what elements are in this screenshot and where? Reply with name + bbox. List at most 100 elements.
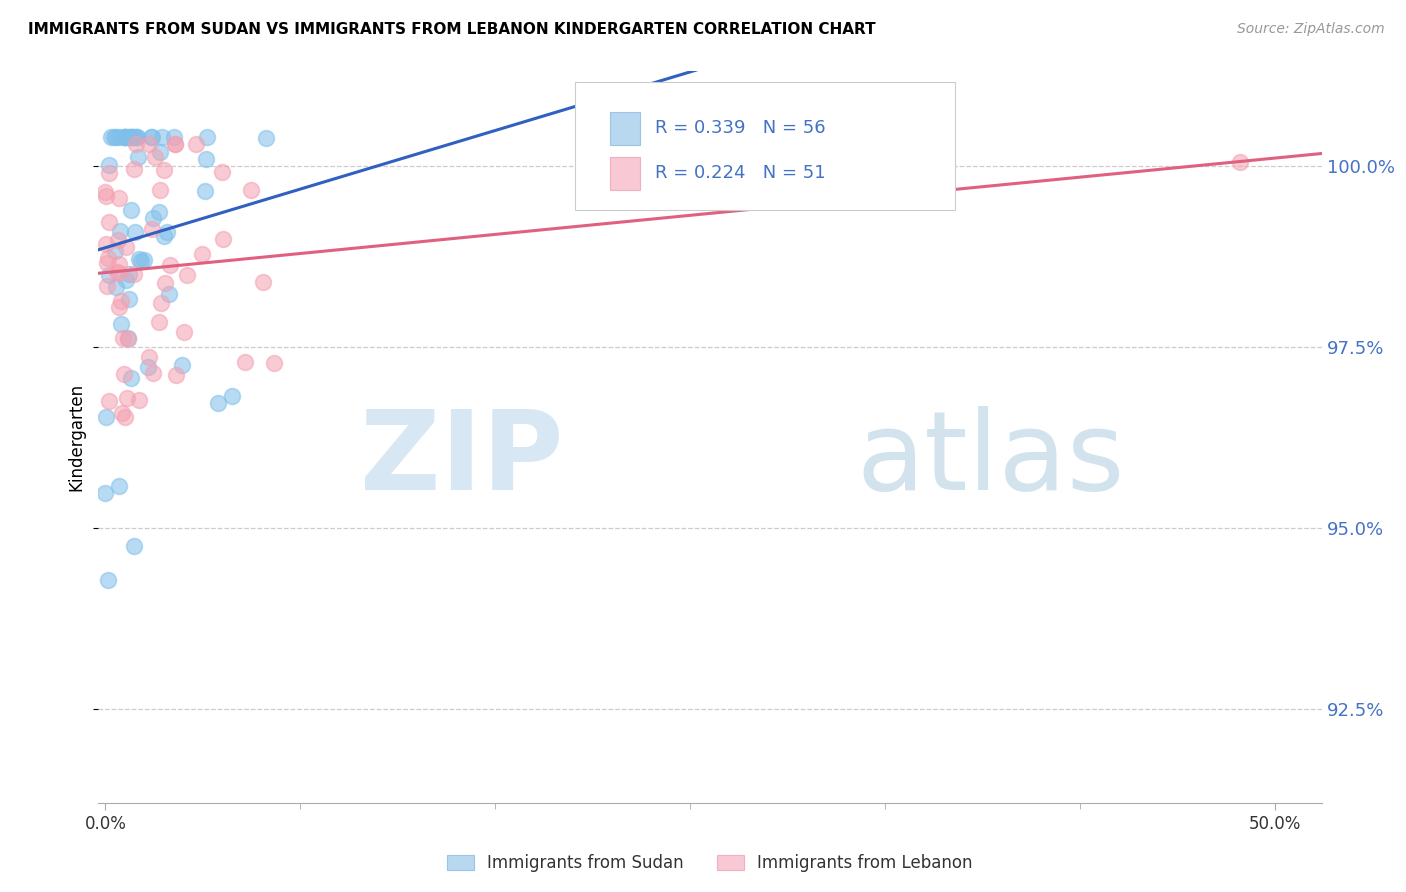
- Point: [120, 370, 142, 384]
- Point: [142, 211, 165, 225]
- Point: [148, 145, 170, 159]
- Point: [124, 225, 146, 239]
- Point: [107, 257, 129, 271]
- Point: [118, 292, 141, 306]
- Point: [186, 136, 208, 151]
- Point: [195, 129, 218, 144]
- Point: [156, 225, 179, 239]
- Point: [148, 315, 170, 329]
- Point: [97, 393, 120, 408]
- Point: [117, 332, 139, 346]
- Point: [111, 406, 134, 420]
- Point: [165, 136, 187, 151]
- FancyBboxPatch shape: [575, 82, 955, 211]
- Point: [221, 388, 243, 402]
- Point: [142, 367, 165, 381]
- Point: [159, 258, 181, 272]
- Point: [173, 325, 195, 339]
- Point: [105, 265, 128, 279]
- Point: [122, 268, 145, 282]
- Point: [108, 129, 131, 144]
- Point: [122, 539, 145, 553]
- Point: [128, 393, 150, 408]
- Point: [112, 331, 135, 345]
- Point: [170, 358, 193, 372]
- Point: [108, 191, 131, 205]
- Text: R = 0.339   N = 56: R = 0.339 N = 56: [655, 119, 825, 137]
- Point: [155, 276, 177, 290]
- Point: [104, 244, 127, 258]
- Point: [132, 253, 155, 268]
- Legend: Immigrants from Sudan, Immigrants from Lebanon: Immigrants from Sudan, Immigrants from L…: [440, 847, 980, 879]
- Point: [163, 129, 186, 144]
- Point: [105, 129, 128, 144]
- Point: [96, 256, 118, 270]
- Point: [125, 136, 148, 151]
- Text: ZIP: ZIP: [360, 406, 564, 513]
- Point: [195, 152, 218, 166]
- Point: [98, 215, 121, 229]
- Point: [128, 252, 150, 266]
- Point: [263, 355, 285, 369]
- Point: [252, 275, 274, 289]
- Point: [97, 268, 120, 283]
- Point: [125, 129, 148, 144]
- Point: [97, 166, 120, 180]
- Point: [94, 189, 117, 203]
- FancyBboxPatch shape: [610, 157, 640, 190]
- Point: [122, 161, 145, 176]
- Point: [96, 278, 118, 293]
- Point: [115, 240, 138, 254]
- Point: [107, 233, 129, 247]
- Point: [103, 129, 125, 144]
- Point: [136, 359, 159, 374]
- Point: [120, 203, 142, 218]
- Point: [114, 129, 136, 144]
- Point: [104, 279, 127, 293]
- Point: [163, 136, 186, 151]
- Point: [94, 237, 117, 252]
- Point: [211, 165, 233, 179]
- Point: [150, 296, 173, 310]
- Text: Source: ZipAtlas.com: Source: ZipAtlas.com: [1237, 22, 1385, 37]
- Point: [97, 573, 120, 587]
- Point: [1229, 154, 1251, 169]
- Point: [207, 396, 229, 410]
- Point: [194, 184, 217, 198]
- Point: [112, 367, 135, 381]
- Point: [107, 479, 129, 493]
- Point: [108, 224, 131, 238]
- Point: [96, 410, 118, 425]
- Point: [120, 129, 142, 144]
- Point: [121, 129, 143, 144]
- Point: [114, 129, 136, 144]
- Point: [254, 131, 277, 145]
- Point: [150, 129, 173, 144]
- Point: [107, 301, 129, 315]
- Point: [129, 254, 152, 268]
- Text: R = 0.224   N = 51: R = 0.224 N = 51: [655, 164, 825, 182]
- Point: [118, 129, 141, 144]
- Point: [139, 129, 162, 144]
- Point: [211, 232, 233, 246]
- Point: [112, 129, 135, 144]
- Point: [125, 129, 148, 144]
- Point: [100, 129, 122, 144]
- Text: atlas: atlas: [856, 406, 1125, 513]
- FancyBboxPatch shape: [610, 112, 640, 145]
- Point: [127, 150, 149, 164]
- Point: [108, 266, 131, 280]
- Point: [138, 350, 160, 364]
- Point: [152, 163, 174, 178]
- Point: [240, 184, 263, 198]
- Point: [114, 273, 136, 287]
- Point: [117, 129, 139, 144]
- Point: [141, 221, 163, 235]
- Point: [138, 136, 160, 151]
- Point: [97, 158, 120, 172]
- Text: IMMIGRANTS FROM SUDAN VS IMMIGRANTS FROM LEBANON KINDERGARTEN CORRELATION CHART: IMMIGRANTS FROM SUDAN VS IMMIGRANTS FROM…: [28, 22, 876, 37]
- Point: [191, 247, 214, 261]
- Point: [110, 293, 132, 308]
- Point: [233, 355, 256, 369]
- Point: [97, 251, 120, 265]
